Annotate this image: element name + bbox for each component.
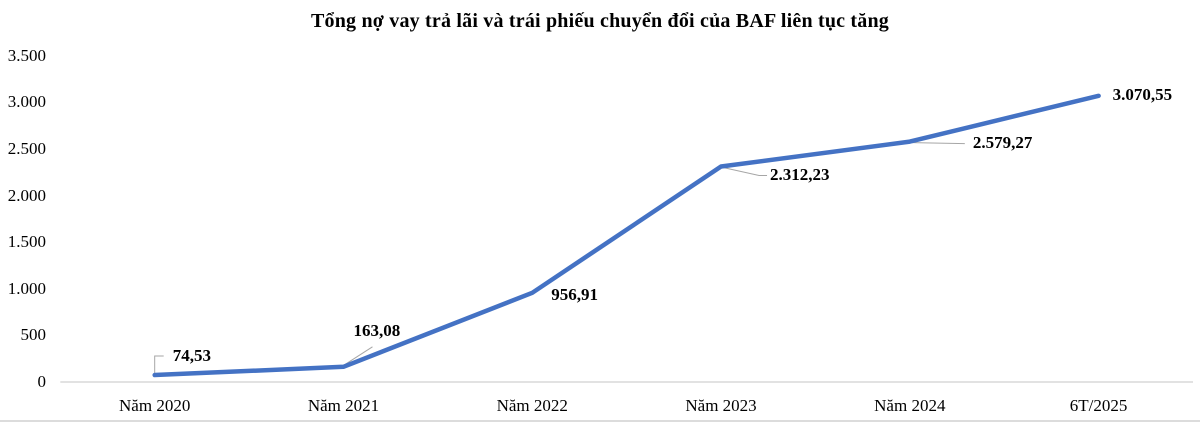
y-tick-label: 3.000: [7, 92, 46, 112]
data-point-label: 2.579,27: [972, 132, 1033, 152]
leader-line: [911, 142, 965, 145]
y-tick-label: 1.000: [7, 278, 46, 298]
leader-line: [344, 346, 373, 366]
x-axis-label: Năm 2024: [874, 396, 946, 415]
x-axis-label: Năm 2021: [307, 396, 380, 415]
leader-line: [154, 355, 164, 374]
y-tick-label: 3.500: [7, 45, 46, 65]
y-tick-label: 500: [20, 325, 47, 345]
bottom-divider: [0, 420, 1200, 422]
x-axis-label: 6T/2025: [1069, 396, 1128, 415]
leader-line: [722, 167, 768, 177]
data-point-label: 956,91: [551, 284, 598, 304]
y-tick-label: 2.000: [7, 185, 46, 205]
x-axis-label: Năm 2020: [119, 396, 191, 415]
series-line: [152, 93, 1101, 378]
y-tick-label: 2.500: [7, 139, 46, 158]
chart-title: Tổng nợ vay trả lãi và trái phiếu chuyển…: [310, 10, 890, 32]
data-point-label: 2.312,23: [770, 164, 830, 184]
x-axis-label: Năm 2022: [496, 396, 568, 415]
data-point-label: 163,08: [353, 320, 401, 340]
data-point-label: 3.070,55: [1112, 84, 1173, 104]
x-axis-label: Năm 2023: [685, 396, 757, 415]
y-tick-label: 1.500: [7, 232, 46, 252]
y-tick-label: 0: [37, 372, 47, 391]
data-point-label: 74,53: [172, 346, 211, 366]
